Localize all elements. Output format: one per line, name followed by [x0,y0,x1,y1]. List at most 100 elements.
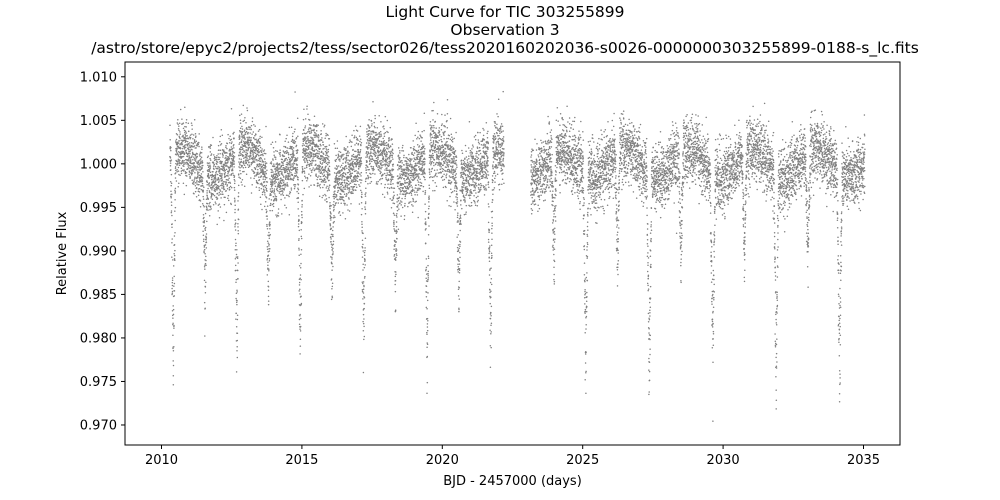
flux-point [214,201,217,203]
flux-point [366,150,368,153]
flux-point [427,292,429,294]
flux-point [460,174,463,176]
flux-point [440,138,442,141]
flux-point [272,205,275,208]
flux-point [224,171,227,174]
flux-point [402,150,405,152]
flux-point [241,125,243,128]
flux-point [363,302,366,305]
flux-point [343,200,345,202]
flux-point [190,174,193,176]
flux-point [199,151,202,153]
flux-point [169,148,172,150]
flux-point [368,144,370,146]
flux-point [274,168,276,170]
flux-point [340,174,343,176]
flux-point [205,198,208,201]
flux-point [432,190,434,192]
flux-point [442,160,445,163]
flux-point [228,157,231,160]
flux-point [367,140,369,142]
flux-point [368,147,370,149]
flux-point [455,180,457,182]
flux-point [380,135,383,137]
flux-point [233,182,236,185]
flux-point [313,184,316,186]
flux-point [326,185,328,187]
flux-point [355,165,357,167]
flux-point [217,187,220,190]
flux-point [368,142,371,144]
flux-point [221,172,223,175]
flux-point [452,175,455,178]
flux-point [416,164,418,167]
flux-point [395,249,398,251]
flux-point [388,136,390,139]
flux-point [267,300,270,302]
flux-point [461,149,463,152]
flux-point [458,272,461,274]
flux-point [177,170,180,172]
flux-point [369,144,372,147]
flux-point [223,149,225,151]
flux-point [179,133,181,135]
flux-point [449,179,451,182]
flux-point [385,174,388,177]
flux-point [424,163,426,165]
flux-point [180,172,183,175]
flux-point [416,194,419,196]
flux-point [196,180,198,182]
flux-point [234,238,237,241]
flux-point [332,235,334,238]
flux-point [203,216,205,219]
flux-point [222,169,224,172]
flux-point [361,223,363,226]
flux-point [333,197,335,200]
flux-point [244,162,247,164]
flux-point [324,159,327,161]
flux-point [376,126,379,129]
flux-point [198,183,200,186]
flux-point [286,149,288,152]
flux-point [229,155,231,157]
flux-point [246,163,249,166]
flux-point [244,116,246,119]
flux-point [376,140,378,142]
flux-point [431,124,433,127]
flux-point [204,292,207,294]
flux-point [323,147,325,150]
flux-point [269,209,271,212]
flux-point [261,191,264,194]
flux-point [194,190,197,193]
flux-point [214,190,216,193]
flux-point [289,191,292,194]
flux-point [323,171,325,174]
flux-point [273,188,276,190]
flux-point [350,180,353,183]
flux-point [393,223,395,225]
flux-point [397,147,400,149]
flux-point [246,107,248,109]
flux-point [424,242,427,244]
flux-point [288,126,291,129]
flux-point [327,148,330,151]
flux-point [264,175,266,177]
flux-point [213,185,215,187]
flux-point [393,214,396,216]
flux-point [356,130,359,132]
flux-point [363,277,366,279]
flux-point [236,346,238,348]
flux-point [389,152,392,155]
flux-point [264,186,267,189]
flux-point [205,247,208,249]
flux-point [385,155,388,157]
flux-point [372,101,374,103]
flux-point [242,166,245,169]
flux-point [287,168,290,171]
flux-point [409,163,412,165]
flux-point [333,142,336,145]
flux-point [281,173,283,175]
flux-point [188,154,190,157]
flux-point [211,176,213,179]
flux-point [201,146,203,148]
